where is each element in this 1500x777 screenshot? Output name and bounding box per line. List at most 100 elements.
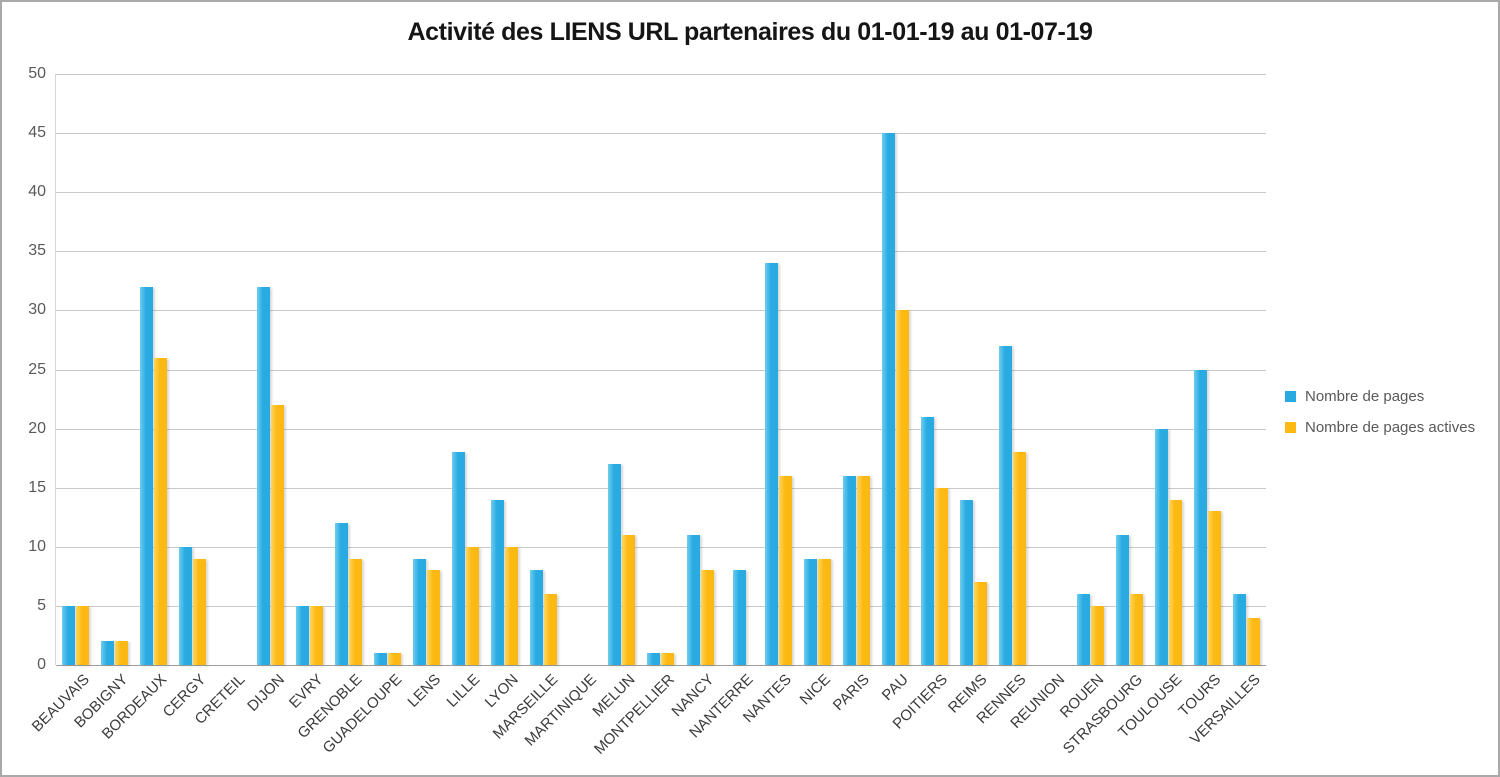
bar-nombre-de-pages-actives xyxy=(1207,511,1221,665)
legend: Nombre de pages Nombre de pages actives xyxy=(1285,388,1475,450)
bar-group xyxy=(563,74,602,665)
bar-group xyxy=(759,74,798,665)
y-axis-tick-label: 25 xyxy=(28,360,46,378)
bar-nombre-de-pages-actives xyxy=(778,475,792,665)
bar-nombre-de-pages xyxy=(452,452,466,665)
bar-nombre-de-pages-actives xyxy=(193,558,207,665)
bar-nombre-de-pages xyxy=(1154,428,1168,665)
bar-nombre-de-pages xyxy=(335,523,349,665)
bar-group xyxy=(173,74,212,665)
bar-nombre-de-pages xyxy=(491,499,505,665)
bar-group xyxy=(407,74,446,665)
gridline xyxy=(56,487,1266,489)
y-axis-tick-label: 30 xyxy=(28,301,46,319)
bar-nombre-de-pages-actives xyxy=(934,487,948,665)
x-axis-label: PAU xyxy=(879,671,913,705)
y-axis-tick-label: 50 xyxy=(28,65,46,82)
bar-group xyxy=(1110,74,1149,665)
bar-nombre-de-pages-actives xyxy=(76,605,90,665)
gridline xyxy=(56,310,1266,312)
bar-nombre-de-pages-actives xyxy=(1090,605,1104,665)
gridline xyxy=(56,74,1266,75)
x-axis-labels: BEAUVAIS BOBIGNY BORDEAUX CERGY CRETEIL DIJON… xyxy=(2,669,1498,775)
legend-marker-icon xyxy=(1285,422,1296,433)
gridline xyxy=(56,428,1266,430)
x-axis-label: DIJON xyxy=(243,671,288,715)
bar-group xyxy=(329,74,368,665)
bar-nombre-de-pages xyxy=(1076,594,1090,665)
bar-nombre-de-pages xyxy=(959,499,973,665)
gridline xyxy=(56,251,1266,253)
bar-group xyxy=(446,74,485,665)
bar-nombre-de-pages-actives xyxy=(1129,594,1143,665)
y-axis-tick-label: 20 xyxy=(28,419,46,437)
bar-nombre-de-pages xyxy=(686,534,700,665)
bar-group xyxy=(290,74,329,665)
bar-nombre-de-pages-actives xyxy=(895,310,909,665)
bar-nombre-de-pages-actives xyxy=(388,653,402,665)
legend-label: Nombre de pages actives xyxy=(1305,419,1476,436)
bar-group xyxy=(368,74,407,665)
bar-nombre-de-pages xyxy=(608,464,622,665)
bar-nombre-de-pages-actives xyxy=(622,534,636,665)
y-axis-tick-label: 35 xyxy=(28,242,46,260)
bar-group xyxy=(95,74,134,665)
bar-group xyxy=(720,74,759,665)
plot-area xyxy=(55,74,1266,666)
bar-nombre-de-pages xyxy=(296,605,310,665)
bar-group xyxy=(524,74,563,665)
bar-group xyxy=(837,74,876,665)
gridline xyxy=(56,369,1266,371)
bar-nombre-de-pages xyxy=(881,133,895,665)
legend-label: Nombre de pages xyxy=(1305,388,1425,405)
bar-nombre-de-pages xyxy=(257,286,271,665)
legend-item: Nombre de pages actives xyxy=(1285,419,1475,436)
bar-nombre-de-pages-actives xyxy=(973,582,987,665)
bar-group xyxy=(1032,74,1071,665)
bar-nombre-de-pages-actives xyxy=(1012,452,1026,665)
bar-group xyxy=(1188,74,1227,665)
bar-group xyxy=(641,74,680,665)
bar-nombre-de-pages-actives xyxy=(115,641,129,665)
gridline xyxy=(56,133,1266,135)
bar-nombre-de-pages-actives xyxy=(349,558,363,665)
bar-group xyxy=(876,74,915,665)
bar-nombre-de-pages-actives xyxy=(856,475,870,665)
bar-nombre-de-pages-actives xyxy=(271,404,285,665)
bar-nombre-de-pages-actives xyxy=(1246,617,1260,665)
bar-group xyxy=(56,74,95,665)
x-axis-label: VERSAILLES xyxy=(1186,671,1264,748)
bar-nombre-de-pages-actives xyxy=(700,570,714,665)
bar-group xyxy=(1227,74,1266,665)
legend-item: Nombre de pages xyxy=(1285,388,1475,405)
bar-group xyxy=(485,74,524,665)
bar-group xyxy=(681,74,720,665)
y-axis-tick-label: 5 xyxy=(37,596,46,614)
bar-nombre-de-pages xyxy=(803,558,817,665)
bar-nombre-de-pages-actives xyxy=(310,605,324,665)
bar-nombre-de-pages xyxy=(530,570,544,665)
bar-group xyxy=(212,74,251,665)
bar-nombre-de-pages xyxy=(732,570,746,665)
y-axis-tick-label: 45 xyxy=(28,124,46,142)
bar-nombre-de-pages xyxy=(62,605,76,665)
bar-nombre-de-pages xyxy=(842,475,856,665)
bar-group xyxy=(993,74,1032,665)
bar-nombre-de-pages xyxy=(998,345,1012,665)
x-axis-label: NICE xyxy=(796,671,835,709)
bar-nombre-de-pages xyxy=(179,546,193,665)
bar-group xyxy=(602,74,641,665)
bar-nombre-de-pages-actives xyxy=(817,558,831,665)
bar-nombre-de-pages xyxy=(647,653,661,665)
bar-nombre-de-pages-actives xyxy=(661,653,675,665)
bar-group xyxy=(954,74,993,665)
bar-nombre-de-pages xyxy=(413,558,427,665)
bar-group xyxy=(915,74,954,665)
x-axis-label: LENS xyxy=(404,671,444,711)
bar-nombre-de-pages xyxy=(764,263,778,665)
bar-nombre-de-pages-actives xyxy=(427,570,441,665)
bar-nombre-de-pages-actives xyxy=(544,594,558,665)
gridline xyxy=(56,605,1266,607)
bar-nombre-de-pages xyxy=(1193,369,1207,665)
